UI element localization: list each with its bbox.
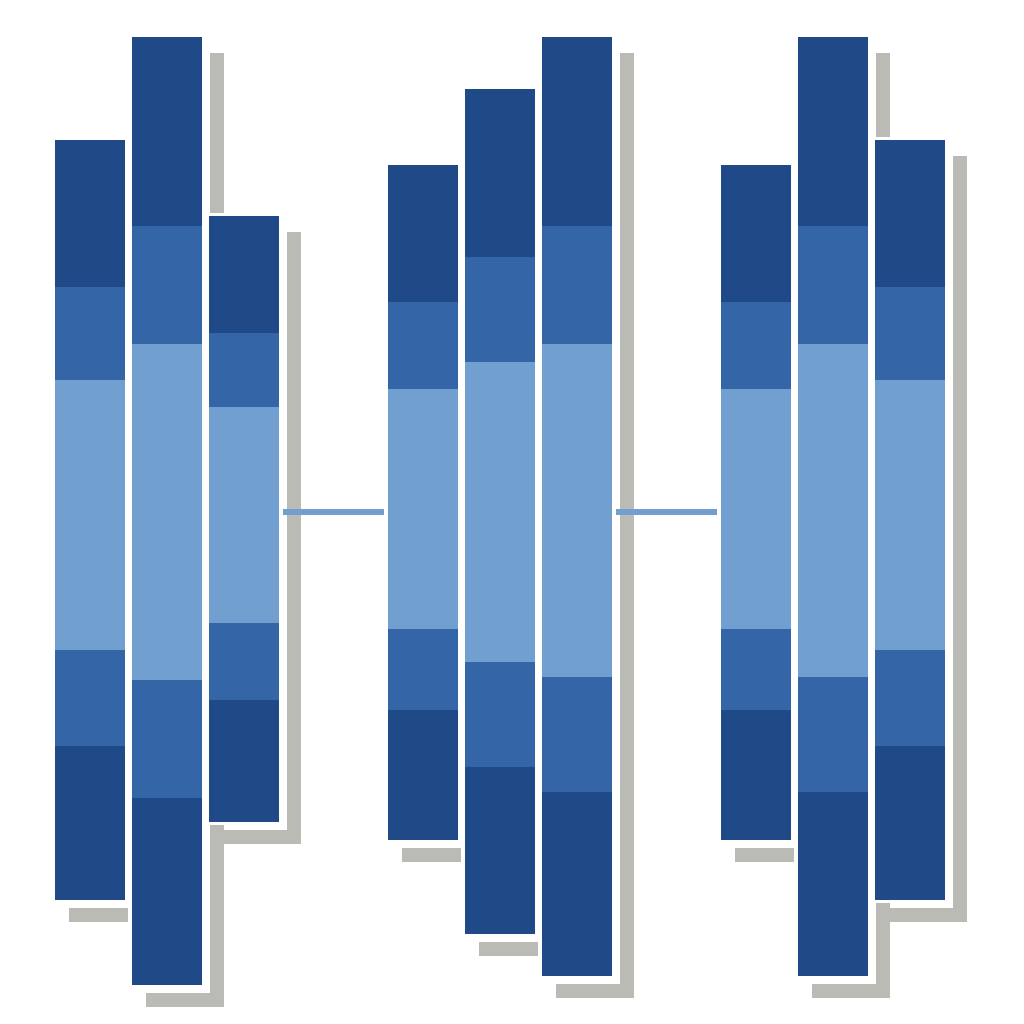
bar-band-light [388, 389, 458, 629]
bar-shadow-horizontal [69, 908, 147, 922]
bar-band-medium-top [465, 257, 535, 362]
bar-band-medium-bottom [875, 650, 945, 746]
bar-band-light [721, 389, 791, 629]
bar-shadow-vertical [287, 232, 301, 838]
bar-shadow-vertical [953, 156, 967, 916]
bar-band-medium-top [132, 226, 202, 344]
bar-band-medium-bottom [798, 677, 868, 792]
bar-band-dark-top [465, 89, 535, 257]
bar-shadow-horizontal [812, 984, 890, 998]
bar-band-dark-bottom [55, 746, 125, 900]
bar-band-light [875, 380, 945, 650]
bar-shadow-horizontal [735, 848, 813, 862]
bar-band-medium-bottom [721, 629, 791, 710]
bar-band-dark-top [875, 140, 945, 287]
bar-band-medium-top [721, 302, 791, 389]
bar-band-medium-bottom [465, 662, 535, 767]
bar-band-dark-bottom [798, 792, 868, 976]
bar-band-medium-bottom [55, 650, 125, 746]
bar-shadow-horizontal [223, 830, 301, 844]
bar-band-light [209, 407, 279, 623]
bar-band-dark-top [55, 140, 125, 287]
bar-band-dark-bottom [132, 798, 202, 985]
bar-shadow-horizontal [146, 993, 224, 1007]
bar-band-light [132, 344, 202, 680]
bar-band-dark-bottom [465, 767, 535, 934]
bar-band-medium-bottom [542, 677, 612, 792]
bar-band-dark-top [209, 216, 279, 333]
bar-band-dark-bottom [542, 792, 612, 976]
bar-band-dark-top [798, 37, 868, 226]
bar-band-medium-top [798, 226, 868, 344]
bar-band-light [465, 362, 535, 662]
bar-band-dark-top [542, 37, 612, 226]
bar-band-medium-top [55, 287, 125, 380]
bar-shadow-horizontal [402, 848, 480, 862]
bar-band-light [542, 344, 612, 677]
bar-band-dark-bottom [875, 746, 945, 900]
bar-band-dark-bottom [721, 710, 791, 840]
bar-band-dark-top [132, 37, 202, 226]
bar-band-light [55, 380, 125, 650]
bar-band-medium-top [209, 333, 279, 407]
bar-band-medium-bottom [132, 680, 202, 798]
bar-band-medium-bottom [209, 623, 279, 700]
bar-band-medium-top [875, 287, 945, 380]
bar-band-medium-top [542, 226, 612, 344]
bar-band-dark-top [388, 165, 458, 302]
bar-band-dark-bottom [388, 710, 458, 840]
bar-shadow-horizontal [556, 984, 634, 998]
bar-band-dark-bottom [209, 700, 279, 822]
bar-shadow-horizontal [479, 942, 557, 956]
bar-band-medium-top [388, 302, 458, 389]
bar-band-light [798, 344, 868, 677]
bar-band-dark-top [721, 165, 791, 302]
bar-shadow-horizontal [889, 908, 967, 922]
bar-band-medium-bottom [388, 629, 458, 710]
bar-shadow-vertical [620, 53, 634, 992]
